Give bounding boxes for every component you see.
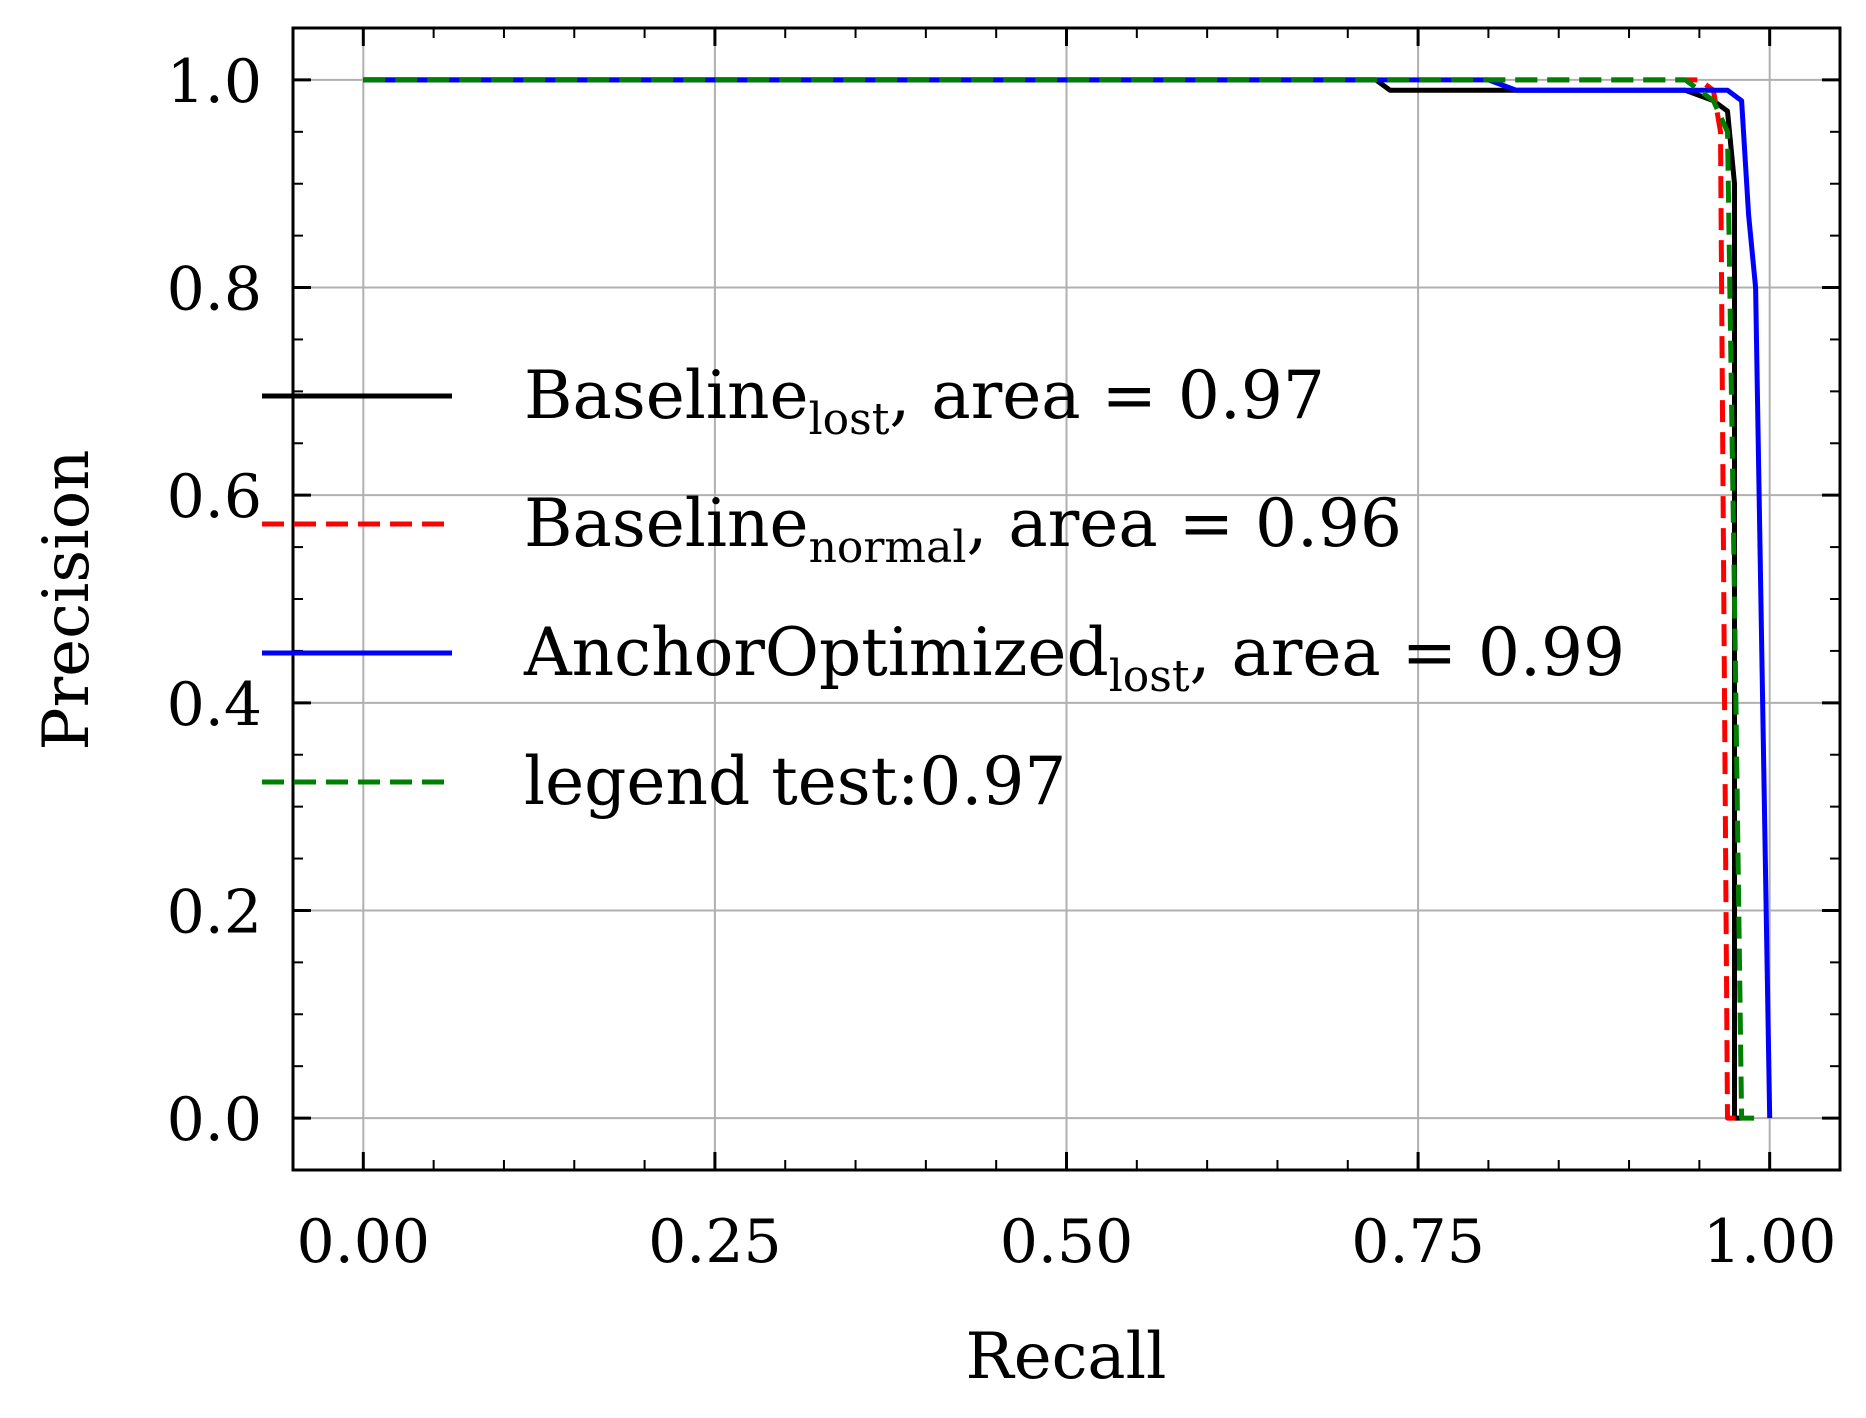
y-axis-label: Precision	[30, 450, 104, 751]
legend: Baselinelost, area = 0.97 Baselinenormal,…	[262, 357, 1625, 820]
y-tick-label: 1.0	[167, 47, 262, 117]
x-tick-label: 0.25	[648, 1207, 782, 1277]
tick-marks	[293, 27, 1840, 1171]
y-tick-label: 0.4	[167, 670, 262, 740]
y-tick-label: 0.6	[167, 462, 262, 532]
x-tick-label: 0.75	[1351, 1207, 1485, 1277]
legend-entry-label: Baselinenormal, area = 0.96	[524, 485, 1402, 573]
x-axis-label: Recall	[966, 1320, 1167, 1394]
y-tick-label: 0.8	[167, 255, 262, 325]
y-tick-label: 0.2	[167, 877, 262, 947]
legend-entry-label: Baselinelost, area = 0.97	[524, 357, 1325, 445]
x-tick-label: 1.00	[1703, 1207, 1837, 1277]
series-line-anchoroptimized-lost	[363, 77, 1773, 1119]
x-tick-label: 0.00	[297, 1207, 431, 1277]
series-group	[363, 77, 1773, 1121]
x-tick-label: 0.50	[1000, 1207, 1134, 1277]
y-tick-label: 0.0	[167, 1085, 262, 1155]
y-tick-labels: 0.0 0.2 0.4 0.6 0.8 1.0	[167, 47, 262, 1155]
x-tick-labels: 0.00 0.25 0.50 0.75 1.00	[297, 1207, 1837, 1277]
legend-entry-label: AnchorOptimizedlost, area = 0.99	[523, 614, 1625, 702]
legend-entry-label: legend test:0.97	[524, 743, 1066, 820]
series-line-legend-test	[363, 77, 1756, 1121]
series-line-baseline-normal	[363, 77, 1742, 1121]
